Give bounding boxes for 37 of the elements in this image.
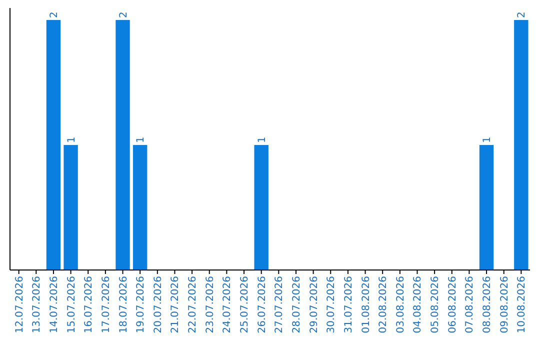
x-tick-label: 23.07.2026: [204, 276, 216, 334]
x-tick-label: 24.07.2026: [222, 276, 234, 334]
data-label: 1: [482, 136, 494, 143]
x-tick-label: 10.08.2026: [516, 276, 528, 334]
x-tick-label: 04.08.2026: [412, 276, 424, 334]
x-tick-label: 13.07.2026: [32, 276, 43, 334]
x-tick-label: 15.07.2026: [66, 276, 78, 334]
x-tick-label: 21.07.2026: [170, 276, 182, 334]
data-label: 1: [136, 136, 147, 143]
x-tick-label: 26.07.2026: [256, 276, 268, 334]
x-tick-label: 01.08.2026: [360, 276, 372, 334]
x-tick-label: 14.07.2026: [48, 276, 60, 334]
x-tick-label: 16.07.2026: [84, 276, 95, 334]
x-tick-label: 12.07.2026: [14, 276, 26, 334]
x-tick-label: 03.08.2026: [395, 276, 406, 334]
data-label: 2: [118, 12, 130, 18]
x-tick-label: 18.07.2026: [118, 276, 130, 334]
x-tick-label: 19.07.2026: [136, 276, 147, 334]
x-tick-label: 27.07.2026: [274, 276, 286, 334]
x-tick-label: 30.07.2026: [326, 276, 338, 334]
x-tick-label: 09.08.2026: [499, 276, 510, 334]
x-tick-label: 20.07.2026: [152, 276, 164, 334]
x-tick-label: 02.08.2026: [378, 276, 390, 334]
x-tick-label: 05.08.2026: [430, 276, 442, 334]
x-tick-label: 17.07.2026: [100, 276, 112, 334]
data-label: 2: [516, 12, 528, 18]
x-tick-label: 06.08.2026: [447, 276, 458, 334]
x-tick-label: 22.07.2026: [188, 276, 199, 334]
x-tick-label: 07.08.2026: [464, 276, 476, 334]
x-tick-label: 25.07.2026: [240, 276, 251, 334]
x-tick-label: 29.07.2026: [308, 276, 320, 334]
data-label: 2: [48, 12, 60, 18]
x-tick-label: 31.07.2026: [343, 276, 354, 334]
data-label: 1: [66, 136, 78, 143]
data-label: 1: [256, 136, 268, 143]
x-tick-label: 28.07.2026: [291, 276, 302, 334]
x-tick-label: 08.08.2026: [482, 276, 494, 334]
